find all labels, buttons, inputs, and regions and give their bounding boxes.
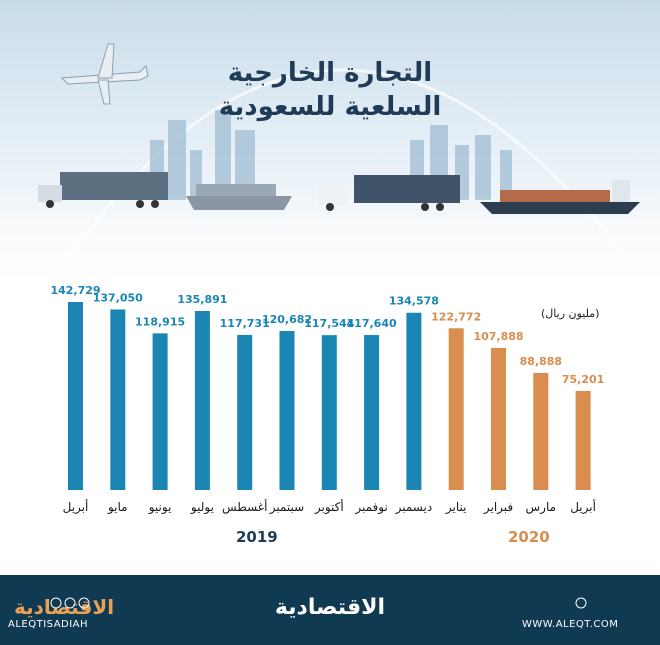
year-label-2019: 2019 — [236, 528, 278, 546]
value-label-7: 117,544 — [304, 317, 354, 330]
value-label-1: 142,729 — [50, 284, 100, 297]
bar-7 — [321, 335, 337, 490]
footer-bar: الاقتصادية ALEQTISADIAH الاقتصادية WWW.A… — [0, 575, 660, 645]
category-label-5: أغسطس — [222, 499, 267, 515]
category-label-7: أكتوبر — [314, 499, 344, 515]
category-label-11: فبراير — [483, 500, 513, 515]
truck-left-icon — [38, 172, 168, 208]
bar-13 — [575, 390, 591, 490]
airplane-icon — [60, 43, 149, 105]
category-label-2: مايو — [107, 500, 128, 515]
facebook-icon — [64, 597, 76, 609]
ship-small-icon — [186, 184, 292, 210]
category-label-3: يونيو — [148, 500, 172, 515]
bar-10 — [448, 328, 464, 490]
category-label-13: أبريل — [570, 499, 596, 515]
value-label-4: 135,891 — [177, 293, 227, 306]
value-label-8: 117,640 — [347, 317, 397, 330]
category-label-9: ديسمبر — [395, 500, 433, 515]
value-label-11: 107,888 — [473, 330, 523, 343]
bar-11 — [491, 347, 506, 490]
hero-banner — [0, 0, 660, 280]
hero-illustration — [0, 43, 660, 280]
category-label-12: مارس — [526, 500, 557, 515]
category-label-1: أبريل — [63, 499, 89, 515]
value-label-3: 118,915 — [135, 315, 185, 328]
footer-website-link[interactable]: WWW.ALEQT.COM — [522, 619, 619, 630]
bar-4 — [194, 311, 210, 490]
instagram-icon — [50, 597, 62, 609]
footer-brand-logo: الاقتصادية — [14, 595, 115, 619]
footer-center-logo: الاقتصادية — [274, 595, 386, 620]
category-label-10: يناير — [445, 500, 467, 515]
unit-label: (مليون ريال) — [541, 307, 600, 320]
web-icon — [575, 597, 587, 609]
bar-2 — [110, 309, 126, 490]
page-title-line2: السلعية للسعودية — [218, 92, 442, 122]
cargo-ship-icon — [480, 180, 640, 214]
value-label-2: 137,050 — [93, 291, 143, 304]
category-label-6: سبتمبر — [269, 500, 304, 515]
bar-3 — [152, 333, 168, 490]
bar-1 — [68, 302, 83, 490]
value-label-13: 75,201 — [562, 373, 604, 386]
truck-right-icon — [318, 175, 460, 211]
value-label-10: 122,772 — [431, 310, 481, 323]
bar-12 — [533, 372, 549, 490]
bar-8 — [364, 335, 380, 490]
bar-5 — [237, 334, 253, 490]
page-title-line1: التجارة الخارجية — [227, 58, 433, 88]
footer-social-handle[interactable]: ALEQTISADIAH — [8, 619, 89, 630]
value-label-6: 120,682 — [262, 313, 312, 326]
bar-6 — [279, 331, 295, 490]
bar-9 — [406, 312, 422, 490]
twitter-icon — [78, 597, 90, 609]
year-label-2020: 2020 — [508, 528, 550, 546]
value-label-9: 134,578 — [389, 295, 439, 308]
social-icons[interactable] — [50, 597, 90, 609]
bar-chart: 142,729 أبريل 137,050 مايو 118,915 يونيو 135,8… — [50, 284, 604, 515]
category-label-8: نوفمبر — [354, 500, 387, 515]
value-label-12: 88,888 — [520, 355, 562, 368]
category-label-4: يوليو — [190, 500, 214, 515]
value-label-5: 117,731 — [220, 317, 270, 330]
